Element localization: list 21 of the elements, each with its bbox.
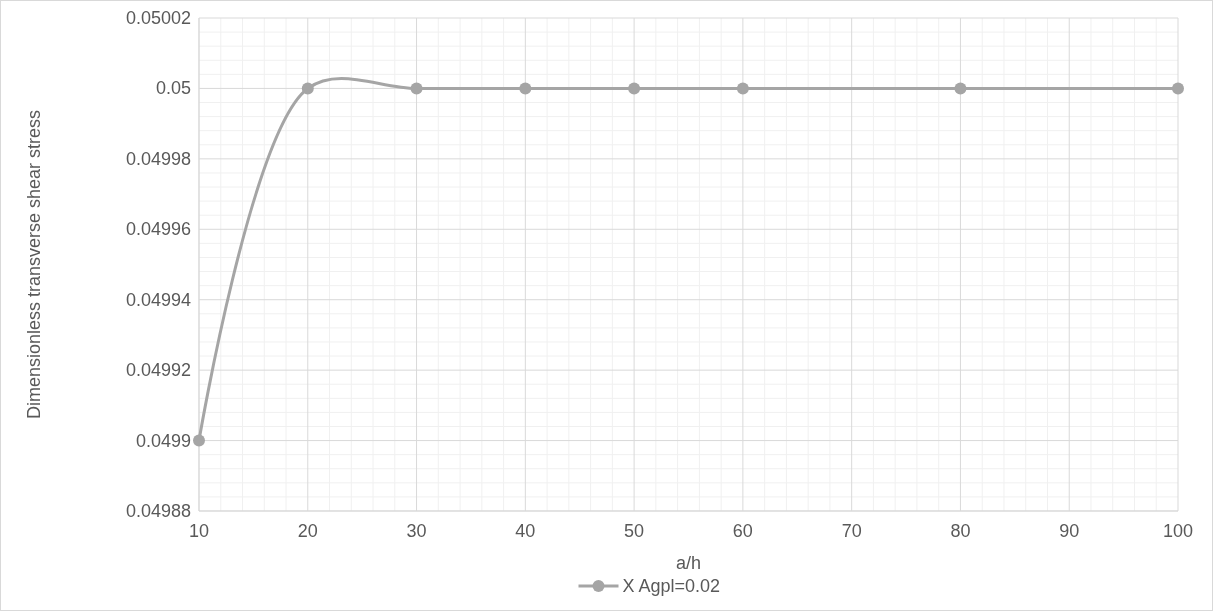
x-tick-label: 20	[297, 521, 318, 541]
x-tick-label: 30	[406, 521, 427, 541]
y-tick-label: 0.0499	[135, 430, 191, 451]
y-tick-label: 0.04998	[125, 148, 191, 169]
x-tick-label: 100	[1162, 521, 1194, 541]
y-tick-label: 0.04988	[125, 501, 191, 521]
x-tick-label: 10	[188, 521, 210, 541]
y-tick-label: 0.04992	[125, 360, 191, 381]
y-tick-label: 0.04994	[125, 289, 191, 310]
y-tick-label: 0.05	[155, 78, 191, 99]
x-tick-label: 80	[950, 521, 971, 541]
y-tick-label: 0.05002	[125, 8, 191, 28]
y-tick-label: 0.04996	[125, 219, 191, 240]
x-tick-label: 70	[841, 521, 862, 541]
x-axis-title: a/h	[675, 553, 702, 573]
y-axis-title: Dimensionless transverse shear stress	[24, 109, 44, 420]
x-tick-label: 60	[732, 521, 753, 541]
legend-label: X Agpl=0.02	[622, 576, 721, 596]
x-tick-label: 90	[1059, 521, 1080, 541]
x-tick-label: 50	[624, 521, 645, 541]
x-tick-label: 40	[515, 521, 536, 541]
